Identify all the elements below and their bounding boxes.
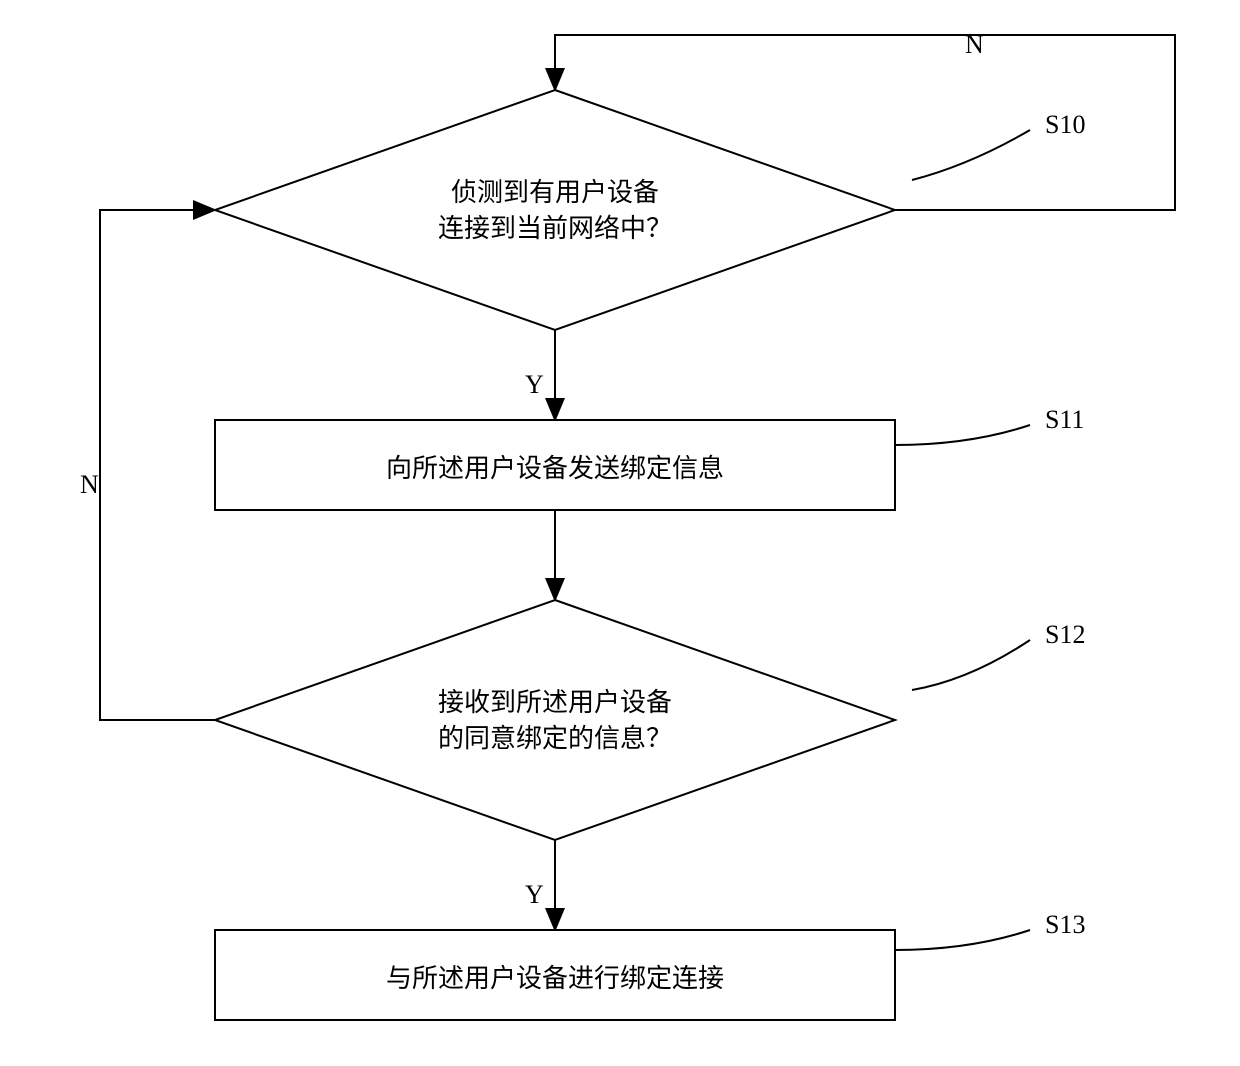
process-s13	[215, 930, 895, 1020]
callout-2	[912, 640, 1030, 690]
callout-0	[912, 130, 1030, 180]
flowchart-canvas	[0, 0, 1240, 1066]
decision-s12	[215, 600, 895, 840]
decision-s10	[215, 90, 895, 330]
edge-e_s12_n	[100, 210, 215, 720]
process-s11	[215, 420, 895, 510]
callout-3	[895, 930, 1030, 950]
callout-1	[895, 425, 1030, 445]
